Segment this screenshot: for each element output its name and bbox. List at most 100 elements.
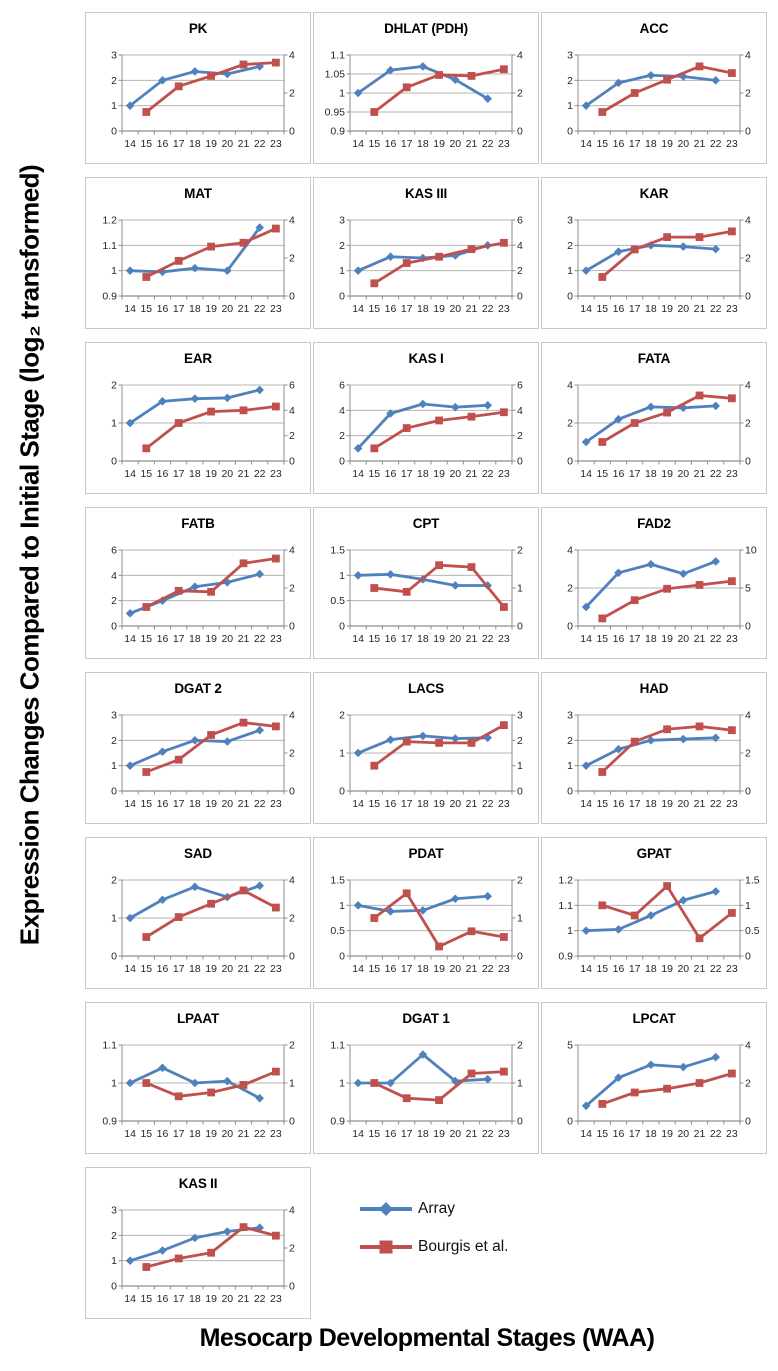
diamond-marker-icon	[418, 1050, 428, 1059]
diamond-marker-icon	[679, 569, 688, 579]
square-marker-icon	[402, 889, 411, 898]
axis-tick-label: 2	[517, 265, 523, 277]
square-marker-icon	[370, 914, 379, 922]
axis-tick-label: 1.1	[102, 1040, 117, 1052]
diamond-marker-icon	[614, 925, 623, 934]
axis-tick-label: 23	[726, 468, 738, 480]
diamond-marker-icon	[483, 733, 492, 743]
axis-tick-label: 6	[289, 380, 295, 392]
axis-tick-label: 17	[173, 303, 185, 315]
square-marker-icon	[500, 65, 508, 74]
axis-tick-label: 22	[482, 633, 494, 645]
square-marker-icon	[728, 577, 736, 586]
square-marker-icon	[695, 581, 704, 589]
axis-tick-label: 18	[645, 468, 657, 480]
axis-tick-label: 5	[745, 583, 751, 595]
square-marker-icon	[402, 737, 411, 746]
axis-tick-label: 17	[173, 138, 185, 150]
axis-tick-label: 0	[289, 456, 295, 468]
axis-tick-label: 17	[629, 798, 641, 810]
plot-area: 0.9 1 1.1 0 1 2 14 15 16 17 18 19 20 21 22 23	[330, 1040, 523, 1141]
square-marker-icon	[630, 89, 639, 97]
square-marker-icon	[663, 75, 671, 84]
axis-tick-label: 15	[368, 1128, 380, 1140]
square-marker-icon	[467, 412, 476, 421]
square-marker-icon	[174, 1092, 183, 1101]
square-marker-icon	[272, 1231, 280, 1240]
diamond-marker-icon	[353, 1078, 363, 1088]
axis-tick-label: 16	[385, 798, 397, 810]
plot-area: 0 2 4 0 2 4 14 15 16 17 18 19 20 21 22 23	[567, 380, 751, 481]
square-marker-icon	[630, 737, 639, 746]
diamond-marker-icon	[646, 402, 656, 412]
square-marker-icon	[207, 1088, 215, 1097]
axis-tick-label: 2	[567, 75, 573, 87]
diamond-marker-icon	[581, 1101, 591, 1111]
chart-title: DHLAT (PDH)	[384, 21, 468, 36]
axis-tick-label: 1.2	[102, 215, 117, 227]
axis-tick-label: 20	[677, 138, 689, 150]
square-marker-icon	[500, 408, 508, 417]
square-marker-icon	[630, 419, 639, 427]
axis-tick-label: 22	[710, 963, 722, 975]
chart-title: FAD2	[637, 516, 671, 531]
axis-tick-label: 14	[352, 1128, 364, 1140]
axis-tick-label: 2	[289, 253, 295, 265]
axis-tick-label: 1	[339, 900, 345, 912]
axis-tick-label: 10	[745, 545, 757, 557]
diamond-marker-icon	[255, 1093, 264, 1103]
axis-tick-label: 4	[289, 1205, 295, 1217]
axis-tick-label: 1	[567, 925, 573, 937]
chart-title: KAS II	[178, 1176, 218, 1191]
axis-tick-label: 15	[596, 798, 608, 810]
axis-tick-label: 15	[140, 798, 152, 810]
axis-tick-label: 2	[517, 545, 523, 557]
square-marker-icon	[467, 738, 476, 747]
axis-tick-label: 0	[567, 1116, 573, 1128]
axis-tick-label: 2	[339, 240, 345, 252]
axis-tick-label: 1	[111, 1255, 117, 1267]
chart-panel-pk: PK 0 1 2 3 0 2 4 14 15 16 17 18 19 20 21 22 23	[85, 12, 311, 164]
axis-tick-label: 15	[596, 138, 608, 150]
diamond-marker-icon	[451, 894, 460, 904]
plot-area: 0.9 1 1.1 0 1 2 14 15 16 17 18 19 20 21 22 23	[102, 1040, 295, 1141]
square-marker-icon	[598, 273, 607, 281]
axis-tick-label: 15	[368, 138, 380, 150]
diamond-marker-icon	[255, 725, 264, 735]
diamond-marker-icon	[223, 266, 232, 275]
diamond-marker-icon	[483, 94, 492, 103]
diamond-marker-icon	[190, 394, 200, 403]
axis-tick-label: 14	[124, 633, 136, 645]
square-marker-icon	[435, 416, 443, 425]
chart-title: HAD	[639, 681, 669, 696]
axis-tick-label: 19	[433, 303, 445, 315]
y-axis-label: Expression Changes Compared to Initial S…	[14, 164, 45, 946]
axis-tick-label: 2	[289, 583, 295, 595]
diamond-marker-icon	[451, 1076, 460, 1086]
square-marker-icon	[598, 768, 607, 776]
axis-tick-label: 4	[745, 380, 751, 392]
axis-tick-label: 23	[270, 633, 282, 645]
axis-tick-label: 23	[726, 303, 738, 315]
axis-tick-label: 14	[352, 303, 364, 315]
axis-tick-label: 2	[339, 430, 345, 442]
chart-panel-lacs: LACS 0 1 2 0 1 2 3 14 15 16 17 18 19 20 21 22 23	[313, 672, 539, 824]
diamond-marker-icon	[125, 266, 135, 275]
axis-tick-label: 0	[567, 786, 573, 798]
square-marker-icon	[467, 1069, 476, 1078]
axis-tick-label: 1.1	[330, 50, 345, 62]
axis-tick-label: 2	[339, 710, 345, 722]
axis-tick-label: 17	[401, 303, 413, 315]
axis-tick-label: 2	[289, 88, 295, 100]
axis-tick-label: 16	[385, 468, 397, 480]
square-marker-icon	[239, 886, 248, 895]
axis-tick-label: 14	[580, 303, 592, 315]
axis-tick-label: 2	[745, 88, 751, 100]
chart-title: KAS III	[404, 186, 448, 201]
axis-tick-label: 17	[173, 1293, 185, 1305]
axis-tick-label: 0	[745, 951, 751, 963]
axis-tick-label: 2	[289, 1040, 295, 1052]
square-marker-icon	[272, 224, 280, 233]
